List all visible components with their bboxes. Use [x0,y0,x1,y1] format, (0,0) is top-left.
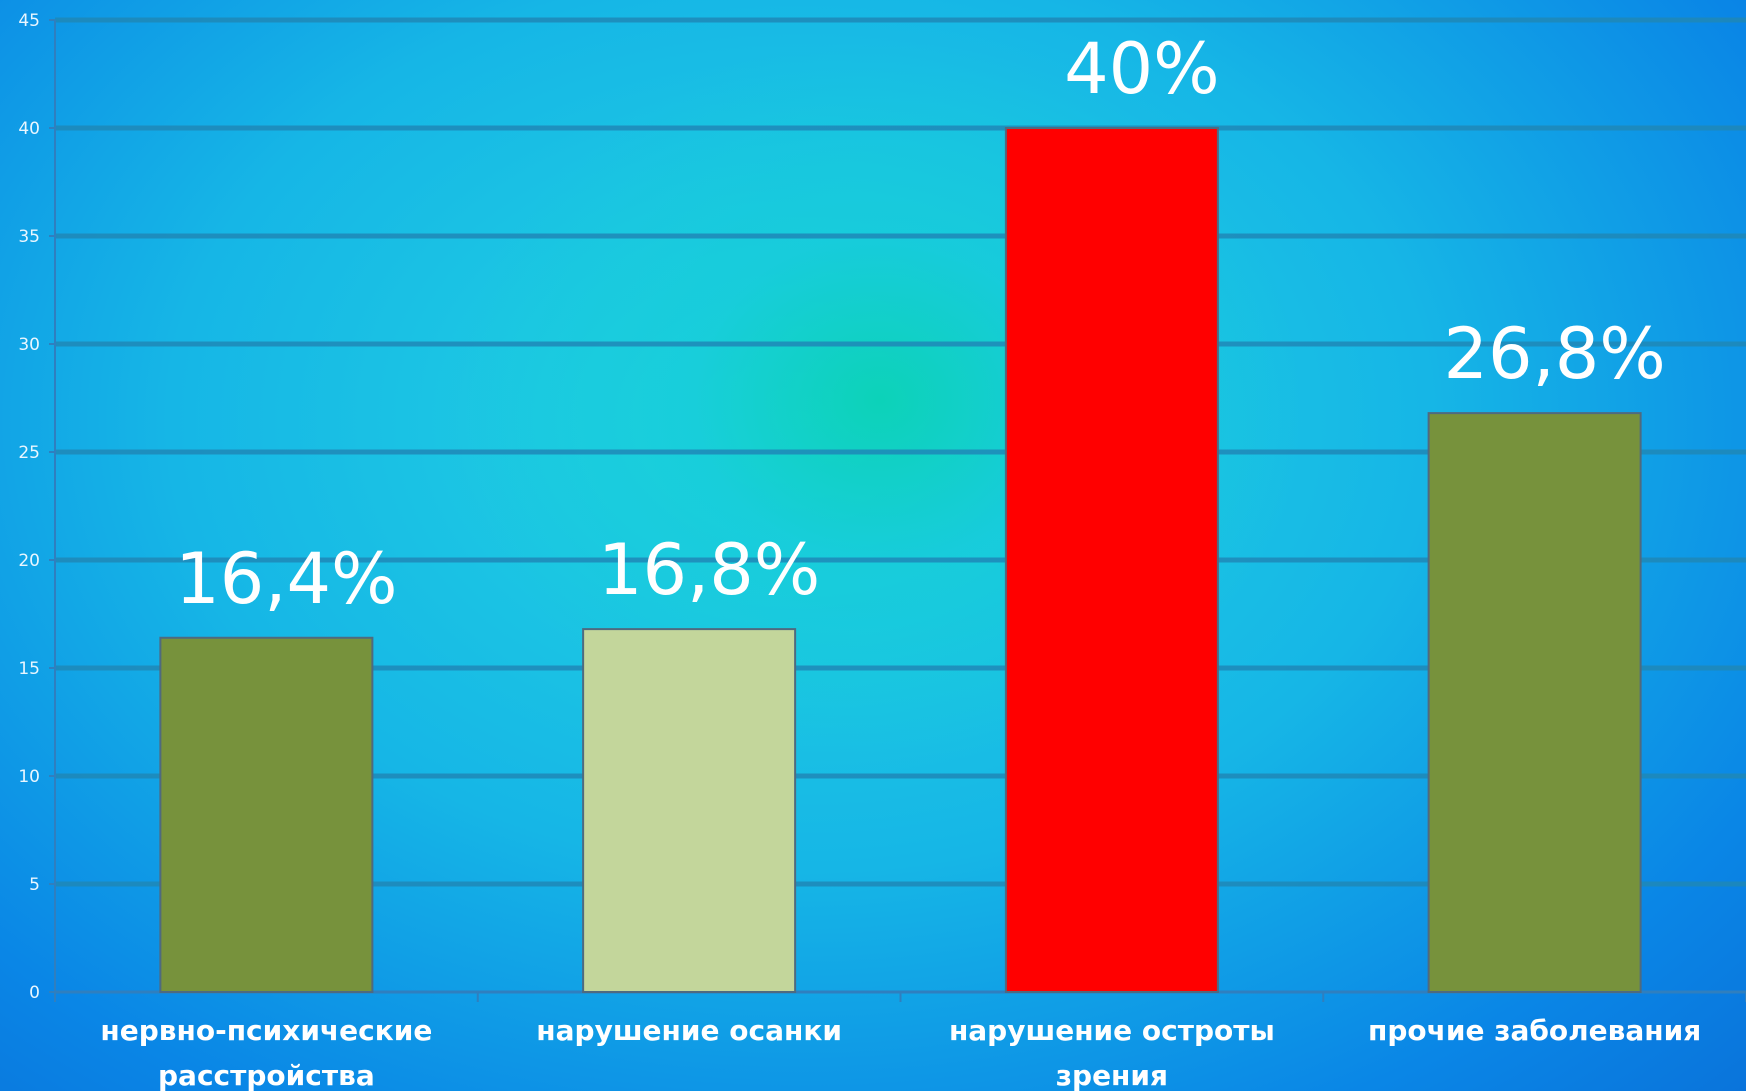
y-tick-label: 10 [18,767,40,787]
y-tick-label: 20 [18,551,40,571]
y-tick-label: 40 [18,119,40,139]
bar [1004,127,1219,993]
y-tick-label: 0 [29,983,40,1003]
bar [159,636,374,993]
y-tick-label: 30 [18,335,40,355]
data-label: 16,4% [175,538,397,620]
y-tick-label: 35 [18,227,40,247]
bar [1427,412,1642,993]
y-tick-label: 25 [18,443,40,463]
data-label: 26,8% [1443,313,1665,395]
data-label: 16,8% [598,529,820,611]
x-category-label: нарушение осанки [536,1014,842,1047]
x-category-label: зрения [1056,1059,1168,1091]
y-tick-label: 45 [18,11,40,31]
x-category-label: нервно-психические [100,1014,432,1047]
x-category-label: прочие заболевания [1368,1014,1701,1047]
x-category-label: нарушение остроты [949,1014,1275,1047]
data-label: 40% [1064,28,1220,110]
y-tick-label: 15 [18,659,40,679]
bar [582,628,797,993]
x-category-label: расстройства [158,1059,375,1091]
y-tick-label: 5 [29,875,40,895]
